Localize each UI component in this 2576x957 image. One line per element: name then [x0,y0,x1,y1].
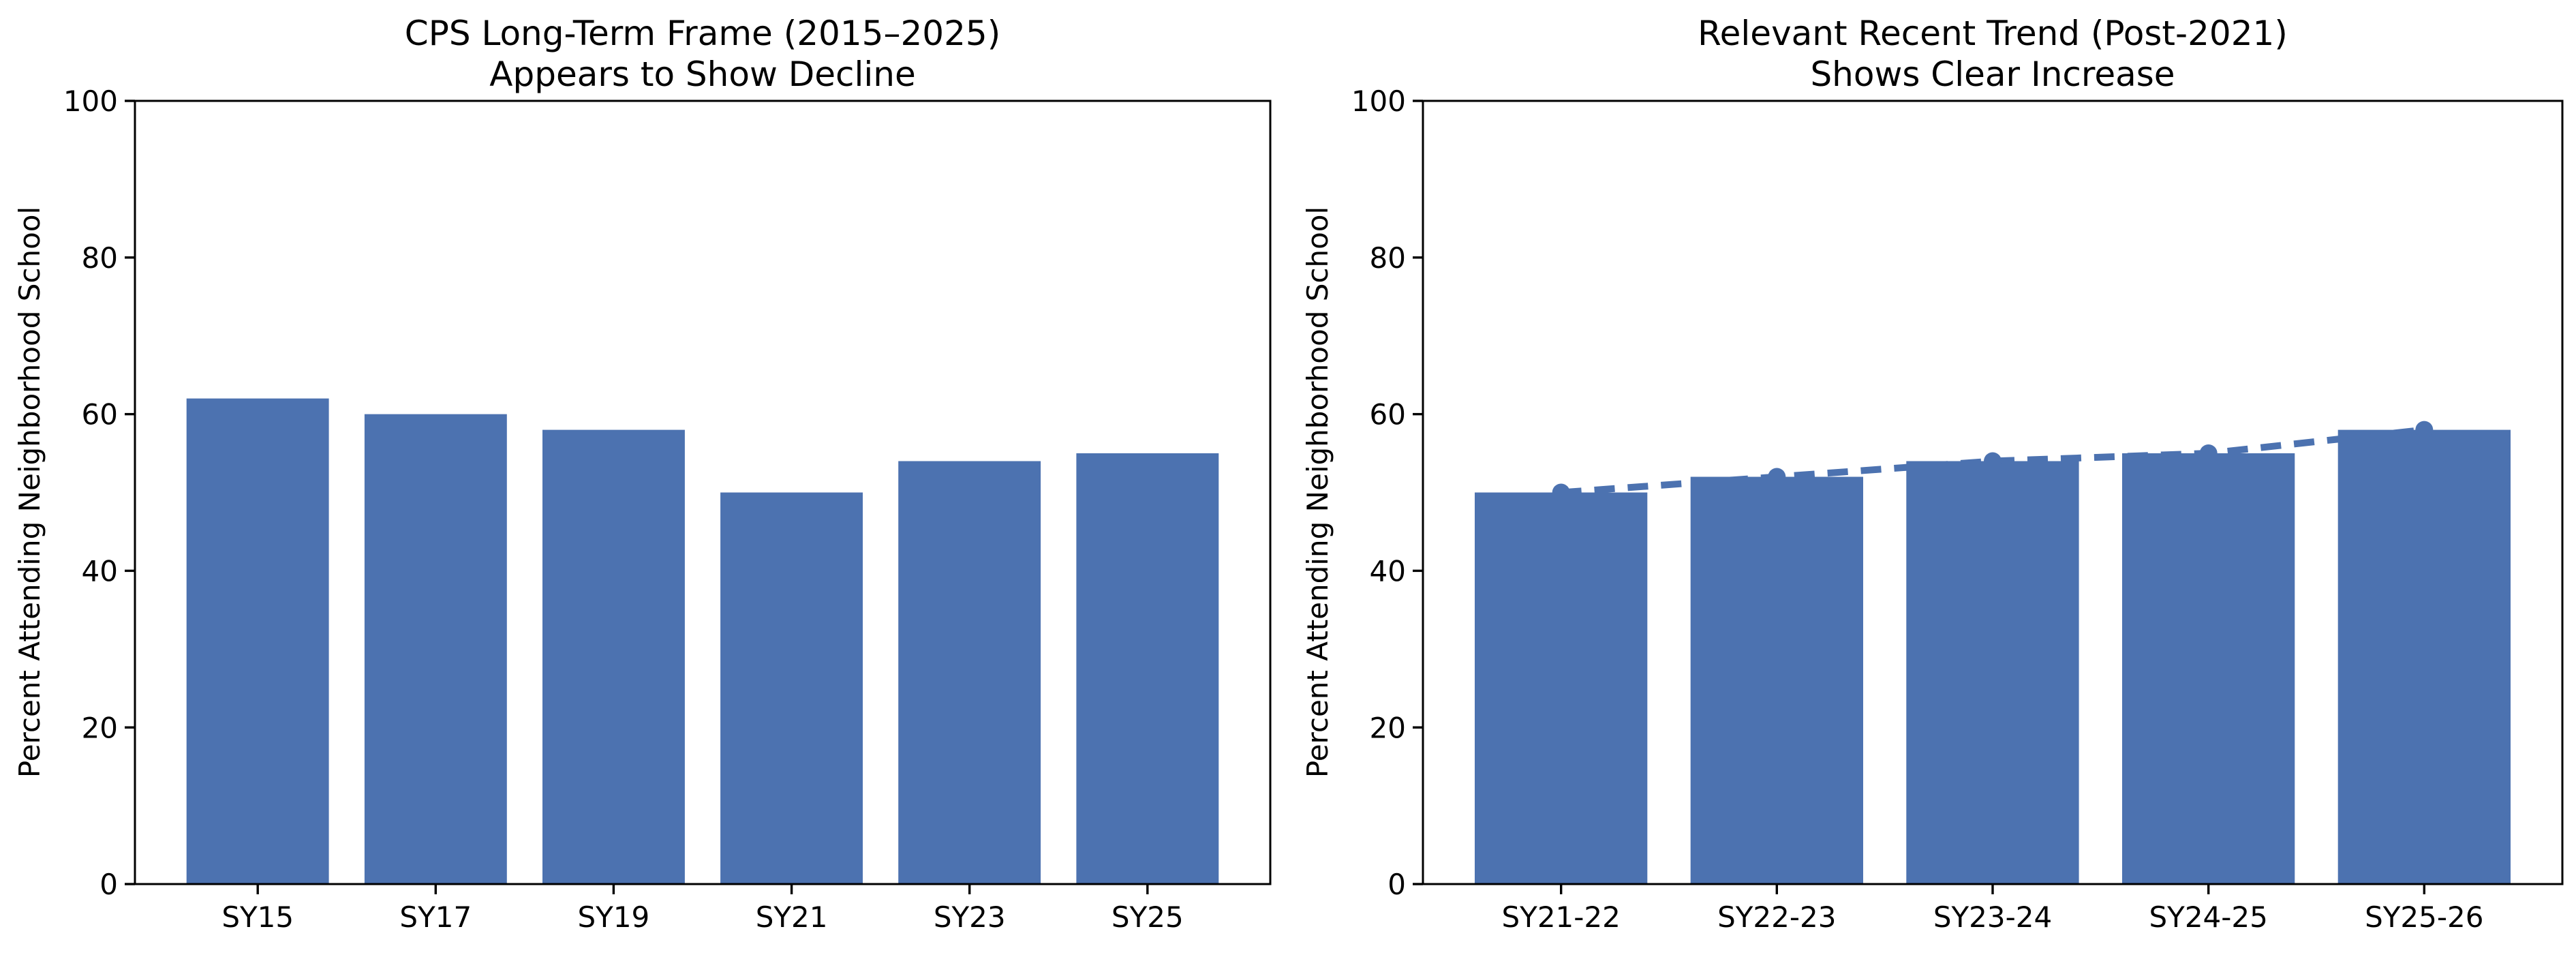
left-chart-title-line1: CPS Long-Term Frame (2015–2025) [405,14,1000,53]
y-tick-label: 100 [63,85,118,118]
axes-box [134,100,1272,885]
bar-SY24-25 [2122,453,2295,884]
trend-marker-SY25-26 [2415,421,2434,439]
bar-SY25-26 [2337,429,2511,884]
x-tick-label: SY21 [756,900,828,934]
trend-marker-SY22-23 [1768,468,1786,486]
bar-SY21-22 [1475,492,1648,884]
trend-marker-SY23-24 [1984,452,2002,470]
left-chart-title-line2: Appears to Show Decline [489,55,915,94]
bar-SY23 [898,461,1041,884]
x-tick-label: SY19 [578,900,650,934]
y-tick-label: 80 [82,241,118,275]
y-tick-label: 40 [82,555,118,588]
left-chart-ylabel: Percent Attending Neighborhood School [13,207,46,778]
x-tick-label: SY25-26 [2365,900,2483,934]
y-tick-label: 20 [1370,711,1406,744]
y-tick-label: 80 [1370,241,1406,275]
bar-SY21 [720,492,863,884]
x-tick-label: SY22-23 [1717,900,1836,934]
x-tick-label: SY24-25 [2149,900,2268,934]
trend-marker-SY21-22 [1552,483,1570,502]
bar-SY22-23 [1690,476,1863,884]
trend-line [1561,426,2425,496]
y-tick-label: 60 [82,398,118,431]
y-tick-label: 20 [82,711,118,744]
right-chart-ylabel: Percent Attending Neighborhood School [1301,207,1334,778]
x-tick-label: SY15 [221,900,294,934]
bar-SY15 [186,398,329,884]
x-tick-label: SY23 [934,900,1006,934]
x-tick-label: SY23-24 [1933,900,2052,934]
y-tick-label: 100 [1351,85,1406,118]
bar-SY19 [542,429,685,884]
y-tick-label: 0 [99,868,118,901]
bar-SY17 [364,414,507,884]
chart-right: 0 20 40 60 80 100 SY21-22 SY22-23 SY23-24 SY24-25… [1351,85,2564,934]
y-tick-label: 40 [1370,555,1406,588]
y-tick-label: 60 [1370,398,1406,431]
x-tick-label: SY21-22 [1502,900,1621,934]
right-chart-title-line1: Relevant Recent Trend (Post-2021) [1698,14,2288,53]
x-tick-label: SY25 [1111,900,1184,934]
bar-SY23-24 [1906,461,2079,884]
bar-SY25 [1076,453,1219,884]
plots-layer: 0 20 40 60 80 100 SY15 SY17 SY19 SY21 SY23 SY25 0 20 4… [63,85,2564,934]
right-chart-title-line2: Shows Clear Increase [1810,55,2175,94]
x-tick-label: SY17 [399,900,472,934]
y-tick-label: 0 [1387,868,1406,901]
chart-left: 0 20 40 60 80 100 SY15 SY17 SY19 SY21 SY23 SY25 [63,85,1272,934]
trend-marker-SY24-25 [2199,444,2218,462]
